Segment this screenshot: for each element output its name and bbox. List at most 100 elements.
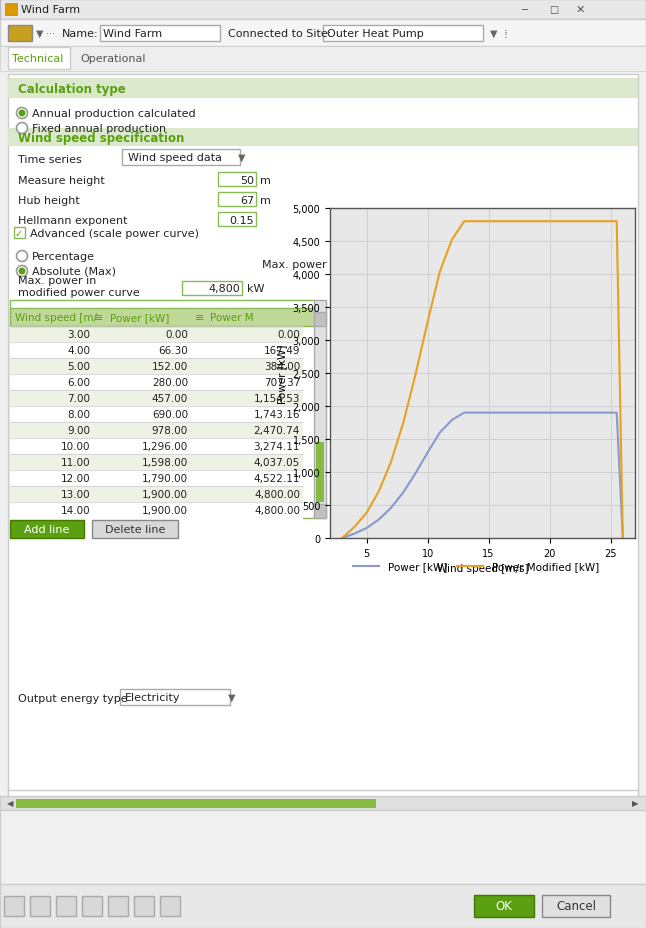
Text: Percentage: Percentage bbox=[32, 251, 95, 262]
Text: 5.00: 5.00 bbox=[67, 362, 90, 371]
Text: Wind speed specification: Wind speed specification bbox=[18, 132, 184, 145]
Text: 2,470.74: 2,470.74 bbox=[254, 426, 300, 435]
Text: 50: 50 bbox=[240, 175, 254, 186]
Text: 4,800.00: 4,800.00 bbox=[254, 506, 300, 515]
Text: 67: 67 bbox=[240, 196, 254, 206]
Text: 152.00: 152.00 bbox=[152, 362, 188, 371]
Text: Output energy type: Output energy type bbox=[18, 693, 128, 703]
Text: 1,900.00: 1,900.00 bbox=[142, 506, 188, 515]
Text: kW: kW bbox=[556, 260, 574, 270]
Text: 707.37: 707.37 bbox=[264, 378, 300, 388]
Text: Electricity: Electricity bbox=[125, 692, 180, 702]
Text: 13.00: 13.00 bbox=[60, 489, 90, 499]
Text: ▼: ▼ bbox=[490, 29, 497, 39]
Text: Wind speed data: Wind speed data bbox=[128, 153, 222, 162]
Text: 3.00: 3.00 bbox=[67, 329, 90, 340]
Text: Operational: Operational bbox=[80, 54, 145, 64]
Text: Fixed annual production: Fixed annual production bbox=[32, 123, 166, 134]
Bar bbox=[314, 505, 326, 519]
Text: kW: kW bbox=[247, 284, 264, 293]
Bar bbox=[8, 48, 70, 70]
Text: 1,900: 1,900 bbox=[516, 260, 548, 270]
Text: 9.00: 9.00 bbox=[67, 426, 90, 435]
Bar bbox=[100, 26, 220, 42]
Text: 1,154.53: 1,154.53 bbox=[253, 393, 300, 404]
Text: Wind speed [m/: Wind speed [m/ bbox=[15, 313, 97, 323]
Bar bbox=[10, 327, 303, 342]
Text: ◀: ◀ bbox=[6, 799, 14, 807]
Bar bbox=[314, 301, 326, 519]
Text: 690.00: 690.00 bbox=[152, 409, 188, 419]
Text: 167.49: 167.49 bbox=[264, 345, 300, 355]
Bar bbox=[218, 173, 256, 187]
Bar bbox=[92, 521, 178, 538]
Text: Absolute (Max): Absolute (Max) bbox=[32, 266, 116, 277]
Y-axis label: Power [kW]: Power [kW] bbox=[277, 344, 287, 404]
Bar bbox=[8, 75, 638, 836]
Text: ≡: ≡ bbox=[195, 313, 204, 323]
Text: ▼: ▼ bbox=[228, 692, 236, 702]
Bar bbox=[10, 486, 303, 502]
Text: 10.00: 10.00 bbox=[61, 442, 90, 452]
Text: 1,900.00: 1,900.00 bbox=[142, 489, 188, 499]
Bar bbox=[10, 406, 303, 422]
Text: Advanced (scale power curve): Advanced (scale power curve) bbox=[30, 229, 199, 238]
Text: 1,296.00: 1,296.00 bbox=[141, 442, 188, 452]
Bar bbox=[134, 896, 154, 916]
Bar bbox=[0, 0, 646, 20]
Text: 4,037.05: 4,037.05 bbox=[254, 458, 300, 468]
Text: 4,800.00: 4,800.00 bbox=[254, 489, 300, 499]
Bar bbox=[314, 313, 326, 327]
Text: Power M: Power M bbox=[210, 313, 254, 323]
Text: 4,522.11: 4,522.11 bbox=[253, 473, 300, 483]
Text: ⁞: ⁞ bbox=[504, 28, 508, 41]
Text: Calculation type: Calculation type bbox=[18, 83, 126, 96]
Circle shape bbox=[19, 269, 25, 275]
Circle shape bbox=[17, 123, 28, 135]
Text: 0.00: 0.00 bbox=[165, 329, 188, 340]
Text: ···: ··· bbox=[46, 29, 55, 39]
Text: Annual production calculated: Annual production calculated bbox=[32, 109, 196, 119]
Bar bbox=[10, 502, 303, 519]
Text: 6.00: 6.00 bbox=[67, 378, 90, 388]
Circle shape bbox=[17, 109, 28, 120]
Text: 8.00: 8.00 bbox=[67, 409, 90, 419]
Bar bbox=[4, 896, 24, 916]
Text: Name:: Name: bbox=[62, 29, 99, 39]
Bar bbox=[10, 358, 303, 375]
Text: 978.00: 978.00 bbox=[152, 426, 188, 435]
Text: 1,790.00: 1,790.00 bbox=[142, 473, 188, 483]
Text: 1,743.16: 1,743.16 bbox=[253, 409, 300, 419]
Text: ▼: ▼ bbox=[238, 153, 245, 162]
Bar bbox=[10, 470, 303, 486]
Text: 0.15: 0.15 bbox=[229, 216, 254, 226]
Text: 11.00: 11.00 bbox=[60, 458, 90, 468]
Bar bbox=[8, 79, 638, 99]
Bar bbox=[0, 810, 646, 928]
Bar bbox=[323, 26, 483, 42]
Bar bbox=[122, 149, 240, 166]
Text: 3,274.11: 3,274.11 bbox=[253, 442, 300, 452]
Text: Measure height: Measure height bbox=[18, 175, 105, 186]
Bar bbox=[10, 391, 303, 406]
Text: Max. power in: Max. power in bbox=[18, 276, 96, 286]
Bar bbox=[16, 799, 376, 808]
Text: 66.30: 66.30 bbox=[158, 345, 188, 355]
Text: 280.00: 280.00 bbox=[152, 378, 188, 388]
Text: ✓: ✓ bbox=[15, 228, 23, 238]
Text: 4,800: 4,800 bbox=[208, 284, 240, 293]
Circle shape bbox=[17, 251, 28, 263]
Text: ▶: ▶ bbox=[632, 799, 638, 807]
Legend: Power [kW], Power Modified [kW]: Power [kW], Power Modified [kW] bbox=[349, 558, 603, 576]
Bar bbox=[182, 282, 242, 296]
Bar bbox=[10, 439, 303, 455]
Text: m: m bbox=[260, 175, 271, 186]
Bar bbox=[30, 896, 50, 916]
Bar bbox=[10, 301, 315, 519]
Bar bbox=[316, 443, 324, 502]
Bar bbox=[474, 895, 534, 917]
Bar bbox=[218, 193, 256, 207]
Text: 457.00: 457.00 bbox=[152, 393, 188, 404]
Text: Hellmann exponent: Hellmann exponent bbox=[18, 216, 127, 226]
Text: Hub height: Hub height bbox=[18, 196, 79, 206]
